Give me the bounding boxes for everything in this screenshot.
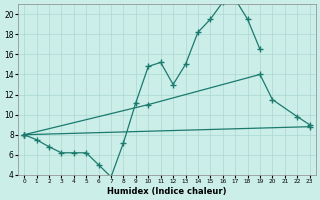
X-axis label: Humidex (Indice chaleur): Humidex (Indice chaleur) — [107, 187, 227, 196]
